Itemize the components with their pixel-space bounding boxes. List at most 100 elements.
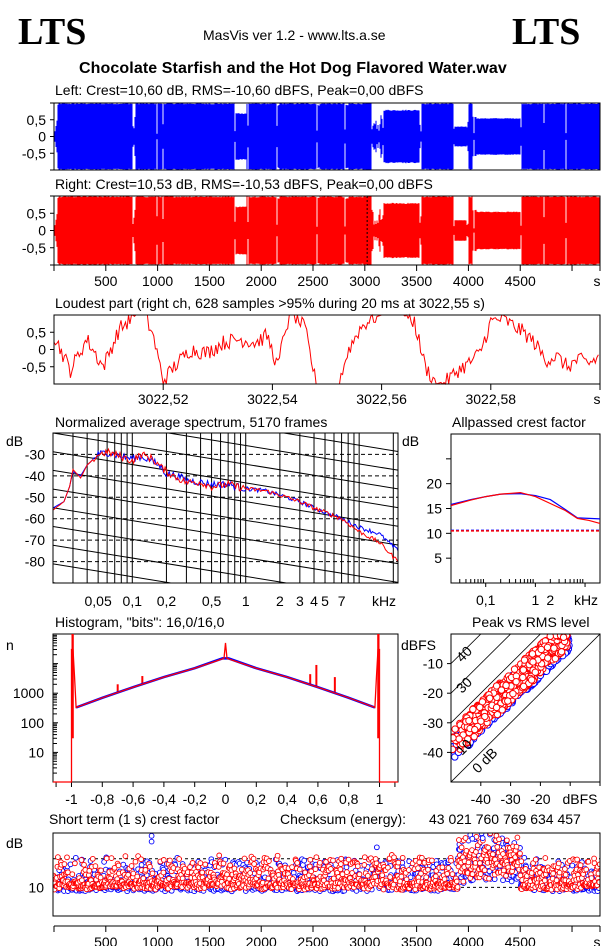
histogram-ytick-label: 1000: [13, 685, 44, 701]
stc-point-right: [125, 871, 131, 878]
stc-point-right: [181, 865, 188, 872]
stc-point-right: [289, 864, 295, 870]
stc-point-right: [385, 864, 391, 871]
stc-point-right: [391, 854, 397, 861]
stc-point-right: [294, 860, 301, 866]
stc-point-right: [330, 875, 337, 882]
stc-point-right: [312, 866, 319, 872]
stc-xtick-label: 2000: [246, 934, 277, 946]
peak-rms-frame: [450, 633, 601, 783]
stc-point-right: [339, 871, 346, 878]
loudest-ytick-label: 0: [38, 342, 46, 358]
histogram-title: Histogram, "bits": 16,0/16,0: [55, 614, 225, 630]
peak-rms-point-right: [509, 690, 517, 698]
right-waveform-xtick-label: 2500: [297, 273, 328, 289]
stc-point-right: [138, 856, 144, 863]
stc-outlier: [479, 835, 486, 842]
peak-rms-point-right: [544, 654, 552, 662]
peak-rms-point-right: [486, 694, 494, 702]
stc-point-right: [444, 870, 451, 877]
spectrum-xtick-label: 3: [296, 593, 304, 609]
stc-xtick-label: s: [594, 934, 601, 946]
peak-rms-diagonal-label: 0 dB: [469, 744, 501, 776]
app-version: MasVis ver 1.2 - www.lts.a.se: [203, 27, 386, 43]
stc-point-right: [338, 855, 345, 862]
histogram-xtick-label: -0,6: [121, 791, 145, 807]
histogram-xtick-label: -0,8: [90, 791, 114, 807]
stc-point-right: [327, 866, 334, 872]
right-waveform-xtick-label: s: [594, 273, 601, 289]
spectrum-xtick-label: 0,5: [202, 593, 222, 609]
stc-point-right: [556, 869, 563, 876]
peak-rms-point-right: [504, 697, 512, 705]
stc-point-right: [454, 884, 461, 890]
peak-rms-point-right: [451, 745, 457, 754]
spectrum-xtick-label: kHz: [372, 593, 396, 609]
histogram-xtick-label: 0: [222, 791, 230, 807]
short-term-crest-chart: dB 10 500 1000 1500 2000 2500 3000 3500 4000 4500 s: [6, 824, 601, 946]
stc-point-right: [307, 863, 313, 870]
stc-point-right: [64, 854, 70, 861]
histogram-xtick-label: 0,8: [339, 791, 359, 807]
peak-rms-point-right: [451, 725, 459, 733]
crest-xtick-label: 0,1: [476, 592, 496, 608]
stc-point-right: [308, 868, 315, 875]
spectrum-ytick-label: -80: [25, 554, 45, 570]
lts-logo-left: LTS: [18, 11, 87, 53]
left-waveform-ytick-label: 0: [38, 129, 46, 145]
stc-point-right: [250, 855, 257, 862]
loudest-xtick-label: 3022,56: [356, 391, 407, 407]
stc-point-right: [78, 857, 85, 863]
spectrum-ytick-label: -30: [25, 446, 45, 462]
stc-ylabel: dB: [6, 835, 23, 851]
spectrum-ytick-label: -50: [25, 489, 45, 505]
loudest-part-line: [53, 313, 599, 385]
peak-rms-point-right: [469, 705, 477, 713]
histogram-xtick-label: 0,4: [277, 791, 297, 807]
stc-xtick-label: 1500: [194, 934, 225, 946]
stc-point-right: [176, 856, 182, 862]
histogram-line-left: [75, 657, 376, 709]
stc-point-right: [496, 836, 502, 843]
peak-rms-point-right: [520, 656, 529, 664]
left-waveform-chart: 0,50-0,5: [22, 102, 601, 171]
peak-rms-point-right: [529, 658, 537, 666]
stc-outlier: [469, 835, 476, 842]
stc-point-right: [379, 872, 386, 879]
stc-point-right: [330, 857, 336, 864]
spectrum-xtick-label: 1: [242, 593, 250, 609]
stc-point-right: [55, 854, 61, 860]
spectrum-title: Normalized average spectrum, 5170 frames: [55, 414, 328, 430]
stc-point-left: [343, 864, 350, 871]
histogram-xtick-label: 0,6: [308, 791, 328, 807]
crest-line-left: [450, 492, 601, 520]
peak-rms-point-right: [557, 648, 566, 656]
peak-rms-ytick-label: -20: [423, 685, 443, 701]
stc-point-right: [86, 867, 93, 874]
right-waveform-envelope: [54, 196, 600, 265]
stc-xtick-label: 4000: [453, 934, 484, 946]
stc-point-right: [115, 862, 122, 869]
peak-rms-ytick-label: -30: [423, 715, 443, 731]
histogram-xtick-label: 0,2: [247, 791, 267, 807]
stc-point-right: [486, 824, 491, 829]
spectrum-slope-line: [53, 544, 290, 583]
peak-rms-ytick-label: -10: [423, 656, 443, 672]
spectrum-slope-line: [53, 469, 398, 527]
right-waveform-ytick-label: -0,5: [22, 240, 46, 256]
spectrum-ytick-label: -70: [25, 532, 45, 548]
stc-point-right: [555, 860, 562, 867]
stc-xtick-label: 500: [94, 934, 118, 946]
stc-point-right: [469, 871, 476, 877]
stc-point-right: [416, 859, 423, 866]
stc-point-right: [216, 852, 223, 859]
stc-point-left: [301, 857, 308, 864]
stc-point-right: [147, 863, 153, 870]
right-waveform-ytick-label: 0: [38, 223, 46, 239]
spectrum-xtick-label: 5: [321, 593, 329, 609]
crest-chart: 20 15 10 5 dB 0,1 1 2 kHz: [402, 433, 601, 608]
right-waveform-xtick-label: 1000: [142, 273, 173, 289]
loudest-xtick-label: 3022,58: [465, 391, 516, 407]
stc-point-right: [247, 870, 253, 876]
stc-point-right: [167, 857, 173, 864]
